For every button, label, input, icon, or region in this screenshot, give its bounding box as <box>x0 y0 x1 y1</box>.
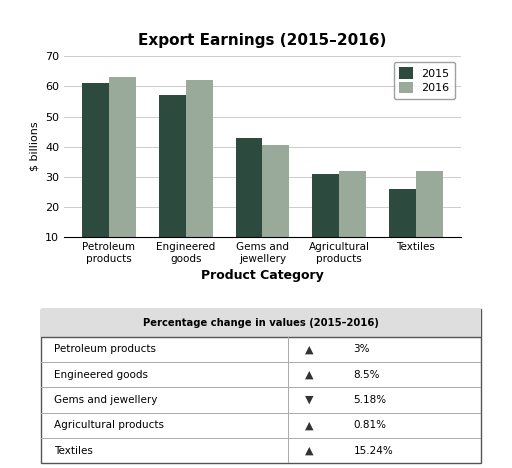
Bar <box>339 171 366 267</box>
Text: Engineered goods: Engineered goods <box>54 370 148 380</box>
Text: ▲: ▲ <box>305 370 314 380</box>
X-axis label: Product Category: Product Category <box>201 269 324 282</box>
Text: 0.81%: 0.81% <box>354 420 387 431</box>
Text: Textiles: Textiles <box>54 446 93 456</box>
Text: 5.18%: 5.18% <box>354 395 387 405</box>
Text: ▲: ▲ <box>305 446 314 456</box>
Text: Petroleum products: Petroleum products <box>54 344 156 354</box>
Bar <box>41 309 481 336</box>
Text: ▼: ▼ <box>305 395 314 405</box>
Text: Agricultural products: Agricultural products <box>54 420 164 431</box>
Title: Export Earnings (2015–2016): Export Earnings (2015–2016) <box>138 33 387 48</box>
Bar <box>312 174 339 267</box>
Bar <box>109 77 136 267</box>
Bar <box>236 138 262 267</box>
Legend: 2015, 2016: 2015, 2016 <box>394 62 455 99</box>
Text: 3%: 3% <box>354 344 370 354</box>
Text: ▲: ▲ <box>305 344 314 354</box>
Text: 8.5%: 8.5% <box>354 370 380 380</box>
Text: 15.24%: 15.24% <box>354 446 393 456</box>
Bar <box>389 189 416 267</box>
Y-axis label: $ billions: $ billions <box>30 122 39 171</box>
Text: Percentage change in values (2015–2016): Percentage change in values (2015–2016) <box>143 318 379 328</box>
Bar <box>262 145 289 267</box>
Text: ▲: ▲ <box>305 420 314 431</box>
Bar <box>186 80 212 267</box>
Bar <box>416 171 443 267</box>
Bar <box>159 95 186 267</box>
Bar <box>82 83 109 267</box>
Text: Gems and jewellery: Gems and jewellery <box>54 395 158 405</box>
